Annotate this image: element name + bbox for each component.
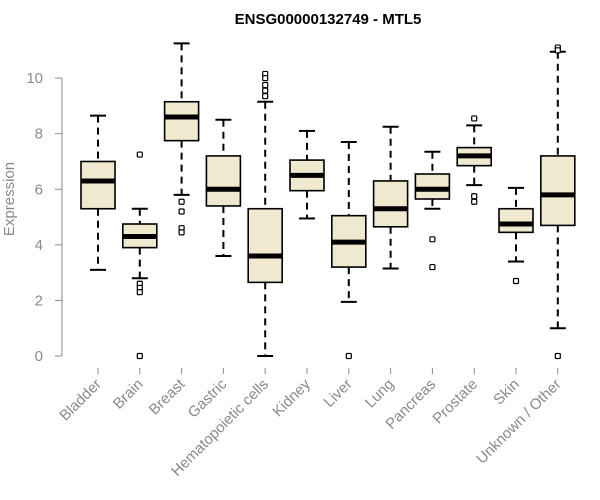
- iqr-box: [498, 207, 534, 234]
- x-tick-label: Liver: [321, 376, 356, 411]
- y-tick-label: 8: [35, 126, 43, 143]
- outlier-point: [471, 198, 478, 205]
- x-tick-label: Skin: [490, 376, 523, 409]
- box-hematopoietic-cells: [247, 70, 283, 357]
- iqr-box: [163, 100, 200, 142]
- outlier-point: [136, 151, 143, 158]
- outlier-point: [345, 352, 352, 360]
- outlier-point: [554, 352, 561, 360]
- y-tick-label: 10: [26, 70, 43, 87]
- box-liver: [330, 141, 367, 360]
- box-pancreas: [414, 150, 451, 271]
- x-tick-label: Brain: [110, 376, 147, 413]
- box-kidney: [289, 129, 325, 220]
- outlier-point: [262, 93, 269, 100]
- iqr-box: [414, 173, 451, 200]
- box-skin: [498, 186, 534, 285]
- x-tick-label: Bladder: [56, 376, 105, 425]
- box-breast: [163, 42, 200, 236]
- outlier-point: [262, 87, 269, 94]
- iqr-box: [539, 155, 576, 227]
- iqr-box: [205, 155, 242, 207]
- y-tick-label: 6: [35, 181, 43, 198]
- outlier-point: [178, 208, 185, 215]
- iqr-box: [372, 180, 409, 228]
- outlier-point: [512, 277, 520, 285]
- outlier-point: [262, 81, 269, 89]
- y-axis: 0 2 4 6 8 10: [26, 70, 63, 365]
- outlier-point: [178, 198, 185, 205]
- outlier-point: [262, 75, 269, 82]
- box-lung: [372, 125, 409, 270]
- box-gastric: [205, 118, 242, 257]
- x-tick-label: Prostate: [429, 376, 481, 428]
- outlier-point: [471, 193, 478, 200]
- y-tick-label: 2: [35, 292, 43, 309]
- box-prostate: [456, 115, 493, 205]
- iqr-box: [247, 207, 283, 284]
- y-tick-label: 4: [35, 237, 43, 254]
- x-tick-label: Lung: [362, 376, 398, 412]
- outlier-point: [471, 115, 478, 122]
- box-brain: [122, 151, 158, 360]
- outlier-point: [178, 229, 185, 236]
- y-tick-label: 0: [35, 348, 43, 365]
- box-bladder: [80, 114, 116, 271]
- outlier-point: [429, 236, 436, 243]
- x-tick-label: Breast: [146, 375, 189, 418]
- iqr-box: [80, 160, 116, 210]
- outlier-point: [429, 263, 436, 271]
- outlier-point: [136, 288, 143, 296]
- x-tick-label: Kidney: [269, 375, 314, 420]
- y-axis-label: Expression: [1, 162, 18, 236]
- box-unknown-other: [539, 44, 576, 360]
- outlier-point: [136, 352, 143, 360]
- chart-title: ENSG00000132749 - MTL5: [235, 11, 422, 28]
- boxes-group: [80, 42, 576, 360]
- outlier-point: [554, 47, 561, 54]
